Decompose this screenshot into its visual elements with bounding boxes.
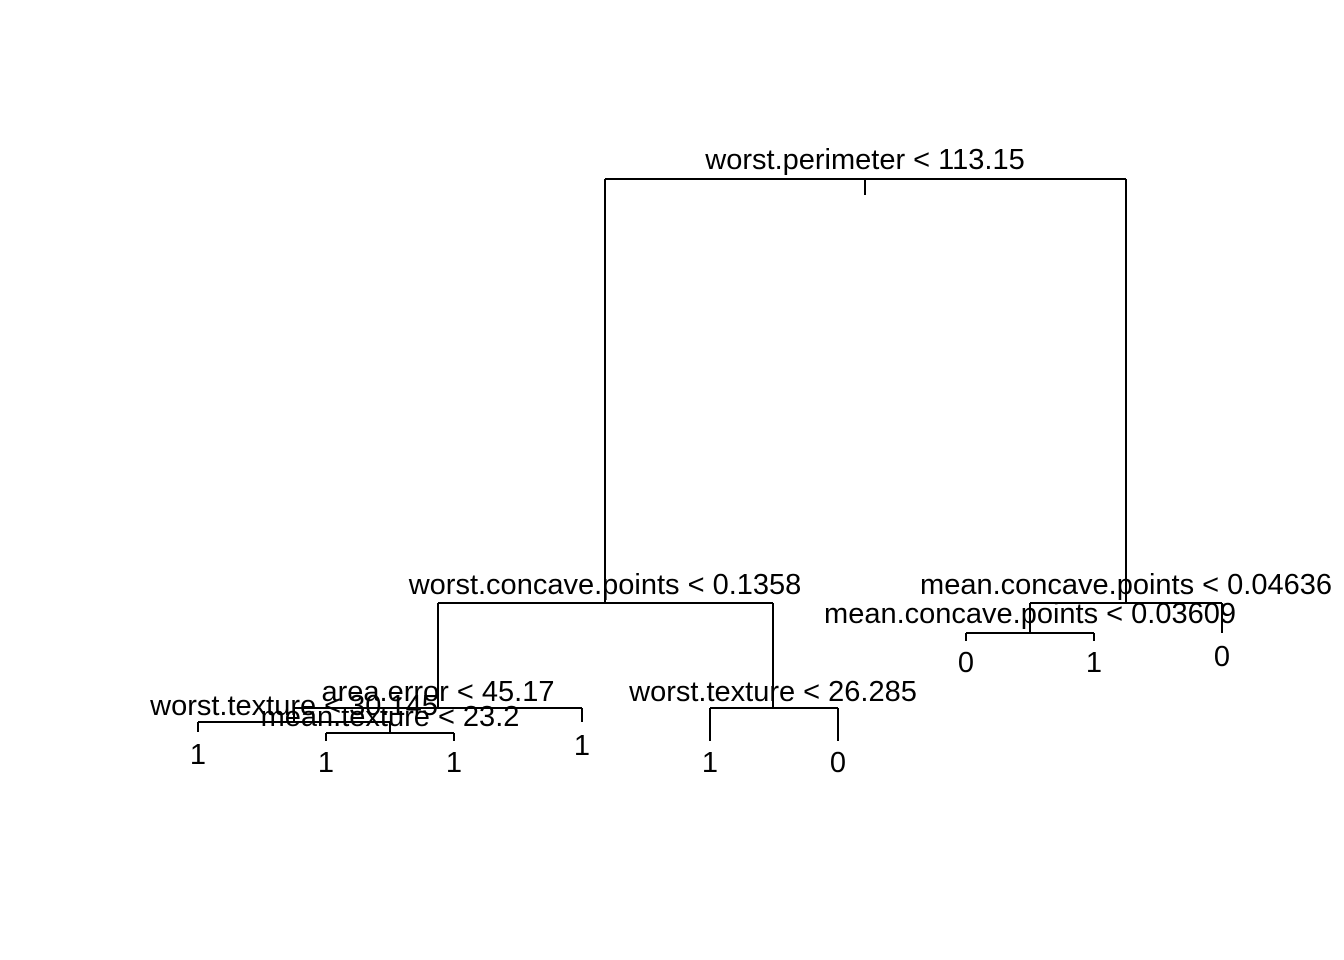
branch-worst-texture-26	[709, 707, 839, 741]
split-label-mean-concave-points-046: mean.concave.points < 0.04636	[920, 569, 1332, 601]
split-label-mean-concave-points-036: mean.concave.points < 0.03609	[824, 598, 1236, 630]
branch-mean-concave-points-036	[965, 632, 1095, 641]
leaf-label: 1	[190, 739, 206, 771]
leaf-label: 1	[318, 747, 334, 779]
leaf-label: 1	[574, 730, 590, 762]
branch-root	[604, 178, 1127, 603]
branch-worst-concave-points	[437, 602, 774, 708]
split-label-worst-concave-points: worst.concave.points < 0.1358	[408, 569, 802, 601]
split-label-area-error: area.error < 45.17	[322, 676, 555, 708]
split-label-worst-texture-26: worst.texture < 26.285	[628, 676, 917, 708]
leaf-label: 0	[830, 747, 846, 779]
branch-mean-texture	[325, 732, 455, 741]
leaf-label: 0	[958, 647, 974, 679]
split-label-mean-texture: mean.texture < 23.2	[261, 701, 520, 733]
leaf-label: 1	[1086, 647, 1102, 679]
branch-area-error	[293, 707, 583, 722]
branch-worst-texture-30	[197, 721, 391, 733]
leaf-label: 0	[1214, 641, 1230, 673]
split-label-worst-texture-30: worst.texture < 30.145	[149, 690, 438, 722]
split-label-worst-perimeter: worst.perimeter < 113.15	[704, 144, 1024, 176]
branch-mean-concave-points-046	[1029, 602, 1223, 633]
leaf-label: 1	[702, 747, 718, 779]
leaf-label: 1	[446, 747, 462, 779]
